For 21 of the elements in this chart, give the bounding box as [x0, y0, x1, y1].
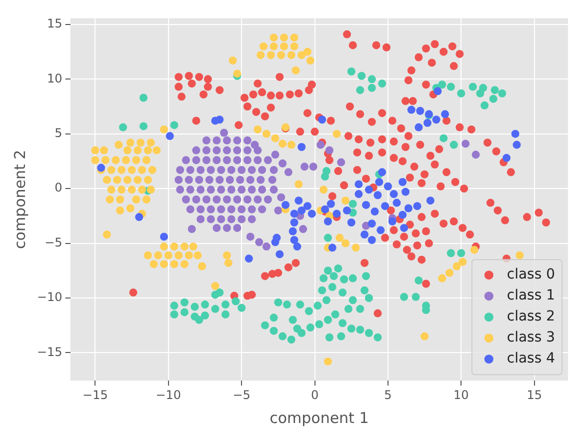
x-tick-label: −10: [156, 388, 182, 402]
y-tick-label: 0: [54, 180, 62, 195]
y-tick-label: −5: [44, 235, 62, 250]
legend-label: class 2: [506, 308, 556, 325]
y-tick-label: 10: [47, 71, 62, 86]
legend-label: class 1: [506, 288, 556, 304]
y-tick-label: 5: [54, 126, 62, 140]
legend-label: class 4: [506, 350, 556, 367]
y-axis-title: component 2: [10, 150, 29, 249]
y-tick-label: −15: [36, 344, 62, 359]
y-tick-label: −10: [36, 290, 62, 304]
x-tick-label: 0: [310, 388, 319, 402]
y-tick-label: 15: [47, 16, 62, 31]
x-axis-title: component 1: [270, 408, 369, 427]
legend-label: class 0: [506, 266, 556, 283]
x-tick-label: −15: [82, 388, 108, 402]
x-tick-label: 15: [526, 388, 542, 402]
x-tick-label: 5: [384, 388, 392, 402]
x-tick-label: 10: [454, 388, 469, 402]
x-tick-label: −5: [232, 388, 250, 402]
legend-label: class 3: [506, 330, 556, 346]
